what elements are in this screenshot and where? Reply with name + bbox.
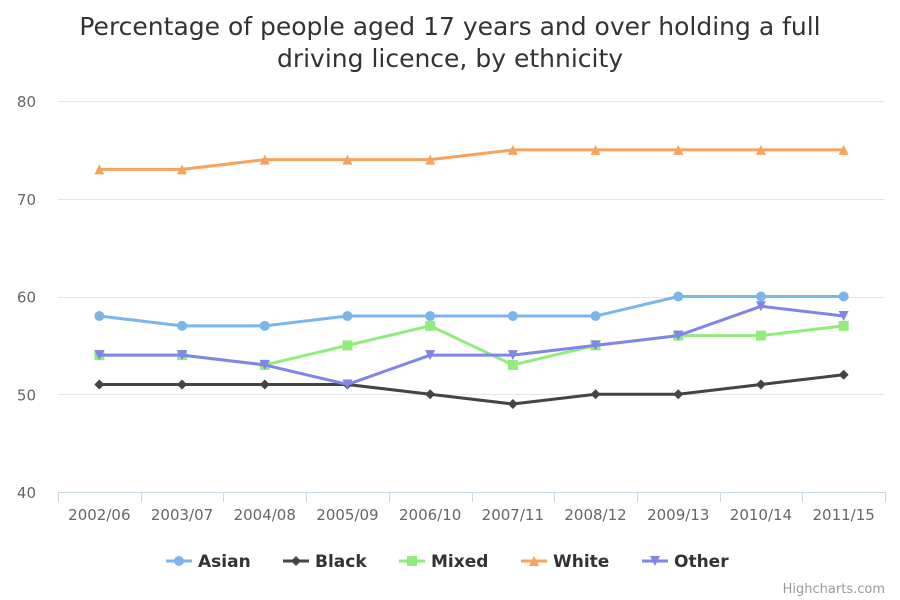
- series-mixed: [94, 320, 849, 370]
- series-black: [94, 369, 849, 410]
- data-point-black[interactable]: [507, 399, 518, 410]
- x-tick-label: 2009/13: [647, 506, 709, 524]
- y-tick-label: 80: [17, 93, 36, 111]
- data-point-asian[interactable]: [259, 320, 270, 331]
- data-point-white[interactable]: [94, 164, 105, 175]
- x-tick-label: 2002/06: [68, 506, 130, 524]
- data-point-white[interactable]: [755, 144, 766, 155]
- series-line-black: [97, 373, 846, 406]
- data-point-white[interactable]: [838, 144, 849, 155]
- data-point-black[interactable]: [425, 389, 436, 400]
- data-point-white[interactable]: [425, 154, 436, 165]
- data-point-white[interactable]: [507, 144, 518, 155]
- legend-item-asian[interactable]: Asian: [166, 552, 251, 572]
- legend-marker-mixed: [407, 556, 417, 566]
- legend-item-other[interactable]: Other: [642, 552, 729, 572]
- data-point-white[interactable]: [590, 144, 601, 155]
- legend-marker-white: [529, 556, 539, 566]
- legend-item-white[interactable]: White: [521, 552, 609, 572]
- series-other: [94, 301, 849, 390]
- series-asian: [94, 291, 849, 331]
- series-line-other: [97, 304, 846, 386]
- y-tick-label: 70: [17, 191, 36, 209]
- legend-item-black[interactable]: Black: [283, 552, 367, 572]
- data-point-other[interactable]: [590, 340, 601, 351]
- data-point-other[interactable]: [342, 379, 353, 390]
- x-tick-label: 2005/09: [316, 506, 378, 524]
- data-point-asian[interactable]: [590, 311, 601, 322]
- data-point-other[interactable]: [425, 350, 436, 361]
- legend: Asian Black Mixed White Other: [166, 552, 729, 572]
- legend-item-mixed[interactable]: Mixed: [399, 552, 488, 572]
- x-tick-label: 2003/07: [151, 506, 213, 524]
- data-point-black[interactable]: [673, 389, 684, 400]
- data-point-asian[interactable]: [755, 291, 766, 302]
- x-tick-label: 2011/15: [812, 506, 874, 524]
- data-point-white[interactable]: [177, 164, 188, 175]
- data-point-mixed[interactable]: [342, 340, 353, 351]
- data-point-other[interactable]: [673, 330, 684, 341]
- y-tick-label: 40: [17, 484, 36, 502]
- data-point-black[interactable]: [755, 379, 766, 390]
- data-point-white[interactable]: [673, 144, 684, 155]
- data-point-asian[interactable]: [177, 320, 188, 331]
- x-tick-label: 2004/08: [234, 506, 296, 524]
- y-axis: 40 50 60 70 80: [17, 93, 36, 502]
- x-axis: 2002/06 2003/07 2004/08 2005/09 2006/10 2007/…: [58, 492, 886, 524]
- series-lines: [94, 144, 849, 410]
- y-tick-label: 60: [17, 289, 36, 307]
- data-point-asian[interactable]: [838, 291, 849, 302]
- data-point-mixed[interactable]: [507, 359, 518, 370]
- data-point-black[interactable]: [94, 379, 105, 390]
- series-line-white: [97, 148, 846, 171]
- y-tick-label: 50: [17, 386, 36, 404]
- legend-label-asian: Asian: [198, 552, 251, 572]
- data-point-black[interactable]: [177, 379, 188, 390]
- series-white: [94, 144, 849, 175]
- data-point-mixed[interactable]: [425, 320, 436, 331]
- x-tick-label: 2010/14: [730, 506, 792, 524]
- legend-label-white: White: [553, 552, 609, 572]
- legend-marker-other: [650, 556, 660, 566]
- data-point-black[interactable]: [590, 389, 601, 400]
- chart-title-line-1: Percentage of people aged 17 years and o…: [79, 12, 820, 41]
- data-point-other[interactable]: [177, 350, 188, 361]
- data-point-other[interactable]: [507, 350, 518, 361]
- series-line-asian: [97, 295, 846, 328]
- data-point-asian[interactable]: [673, 291, 684, 302]
- data-point-mixed[interactable]: [755, 330, 766, 341]
- data-point-other[interactable]: [259, 359, 270, 370]
- legend-label-other: Other: [674, 552, 729, 572]
- chart-title-line-2: driving licence, by ethnicity: [277, 44, 623, 73]
- chart-title: Percentage of people aged 17 years and o…: [79, 12, 820, 73]
- data-point-asian[interactable]: [342, 311, 353, 322]
- data-point-asian[interactable]: [94, 311, 105, 322]
- legend-marker-black: [291, 556, 301, 566]
- data-point-asian[interactable]: [425, 311, 436, 322]
- data-point-asian[interactable]: [507, 311, 518, 322]
- legend-label-mixed: Mixed: [431, 552, 488, 572]
- legend-label-black: Black: [315, 552, 367, 572]
- data-point-black[interactable]: [838, 369, 849, 380]
- data-point-mixed[interactable]: [838, 320, 849, 331]
- data-point-white[interactable]: [342, 154, 353, 165]
- x-tick-label: 2006/10: [399, 506, 461, 524]
- data-point-other[interactable]: [838, 311, 849, 322]
- data-point-black[interactable]: [259, 379, 270, 390]
- credits-link[interactable]: Highcharts.com: [783, 582, 885, 597]
- data-point-white[interactable]: [259, 154, 270, 165]
- x-tick-label: 2007/11: [482, 506, 544, 524]
- data-point-other[interactable]: [94, 350, 105, 361]
- legend-marker-asian: [174, 556, 184, 566]
- x-tick-label: 2008/12: [564, 506, 626, 524]
- data-point-other[interactable]: [755, 301, 766, 312]
